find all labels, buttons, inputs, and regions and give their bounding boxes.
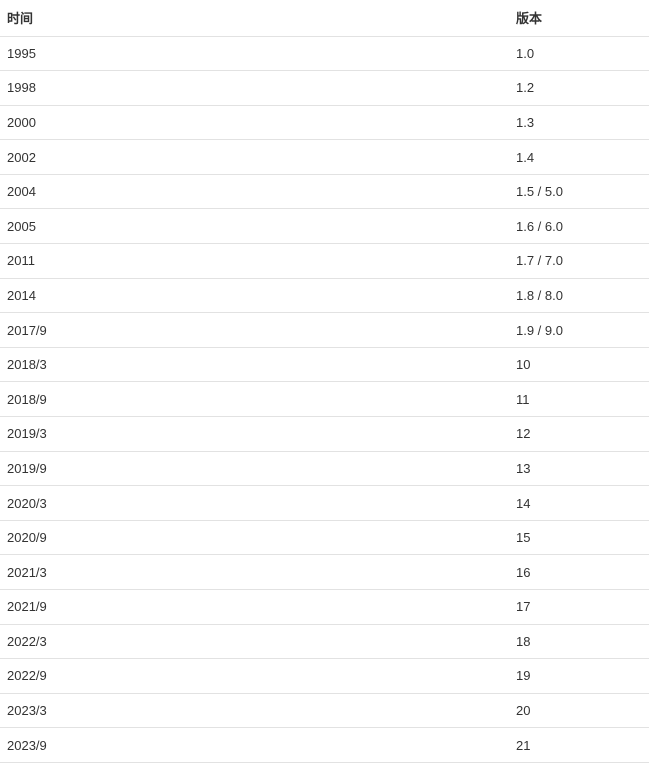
- table-row: 2018/3 10: [0, 347, 649, 383]
- cell-time: 1995: [0, 36, 509, 72]
- cell-time: 2004: [0, 174, 509, 210]
- cell-time: 2018/9: [0, 381, 509, 418]
- cell-time: 2002: [0, 139, 509, 175]
- cell-version: 19: [509, 658, 649, 694]
- cell-time: 2018/3: [0, 347, 509, 383]
- cell-time: 2020/9: [0, 520, 509, 556]
- table-row: 2022/3 18: [0, 624, 649, 660]
- cell-version: 1.5 / 5.0: [509, 174, 649, 210]
- cell-version: 20: [509, 693, 649, 729]
- column-header-version: 版本: [509, 0, 649, 37]
- cell-time: 2000: [0, 105, 509, 141]
- table-row: 2020/3 14: [0, 485, 649, 521]
- table-row: 2005 1.6 / 6.0: [0, 208, 649, 245]
- cell-time: 2023/3: [0, 693, 509, 729]
- cell-time: 2022/3: [0, 624, 509, 660]
- cell-version: 17: [509, 589, 649, 625]
- table-row: 2023/9 21: [0, 727, 649, 763]
- cell-version: 12: [509, 416, 649, 452]
- cell-version: 21: [509, 727, 649, 763]
- cell-version: 1.9 / 9.0: [509, 312, 649, 348]
- cell-version: 1.7 / 7.0: [509, 243, 649, 279]
- cell-version: 10: [509, 347, 649, 383]
- table-row: 2022/9 19: [0, 658, 649, 694]
- table-row: 1998 1.2: [0, 70, 649, 106]
- cell-time: 2021/3: [0, 554, 509, 590]
- cell-time: 2021/9: [0, 589, 509, 625]
- table-row: 2017/9 1.9 / 9.0: [0, 312, 649, 348]
- cell-time: 2022/9: [0, 658, 509, 694]
- cell-version: 18: [509, 624, 649, 660]
- cell-version: 13: [509, 451, 649, 487]
- table-row: 2021/3 16: [0, 554, 649, 590]
- cell-time: 2011: [0, 243, 509, 279]
- table-row: 2023/3 20: [0, 693, 649, 729]
- cell-version: 1.2: [509, 70, 649, 106]
- cell-version: 16: [509, 554, 649, 590]
- table-row: 2018/9 11: [0, 381, 649, 418]
- table-row: 2000 1.3: [0, 105, 649, 141]
- table-row: 2002 1.4: [0, 139, 649, 175]
- table-row: 2004 1.5 / 5.0: [0, 174, 649, 210]
- cell-time: 2023/9: [0, 727, 509, 763]
- table-row: 2019/9 13: [0, 451, 649, 487]
- cell-version: 1.0: [509, 36, 649, 72]
- cell-time: 2005: [0, 208, 509, 245]
- cell-version: 1.6 / 6.0: [509, 208, 649, 245]
- table-row: 2014 1.8 / 8.0: [0, 278, 649, 314]
- table-row: 2011 1.7 / 7.0: [0, 243, 649, 279]
- cell-time: 2019/9: [0, 451, 509, 487]
- cell-time: 2019/3: [0, 416, 509, 452]
- cell-version: 11: [509, 381, 649, 418]
- table-row: 2020/9 15: [0, 520, 649, 556]
- cell-version: 1.4: [509, 139, 649, 175]
- table-row: 2021/9 17: [0, 589, 649, 625]
- cell-time: 2017/9: [0, 312, 509, 348]
- cell-time: 1998: [0, 70, 509, 106]
- table-row: 2019/3 12: [0, 416, 649, 452]
- table-header: 时间 版本: [0, 0, 649, 37]
- cell-version: 14: [509, 485, 649, 521]
- cell-time: 2014: [0, 278, 509, 314]
- cell-version: 15: [509, 520, 649, 556]
- cell-version: 1.3: [509, 105, 649, 141]
- header-row: 时间 版本: [0, 0, 649, 37]
- cell-time: 2020/3: [0, 485, 509, 521]
- table-row: 1995 1.0: [0, 36, 649, 72]
- table-body: 1995 1.0 1998 1.2 2000 1.3 2002 1.4 2004 1.5 / 5.…: [0, 36, 649, 763]
- cell-version: 1.8 / 8.0: [509, 278, 649, 314]
- column-header-time: 时间: [0, 0, 509, 37]
